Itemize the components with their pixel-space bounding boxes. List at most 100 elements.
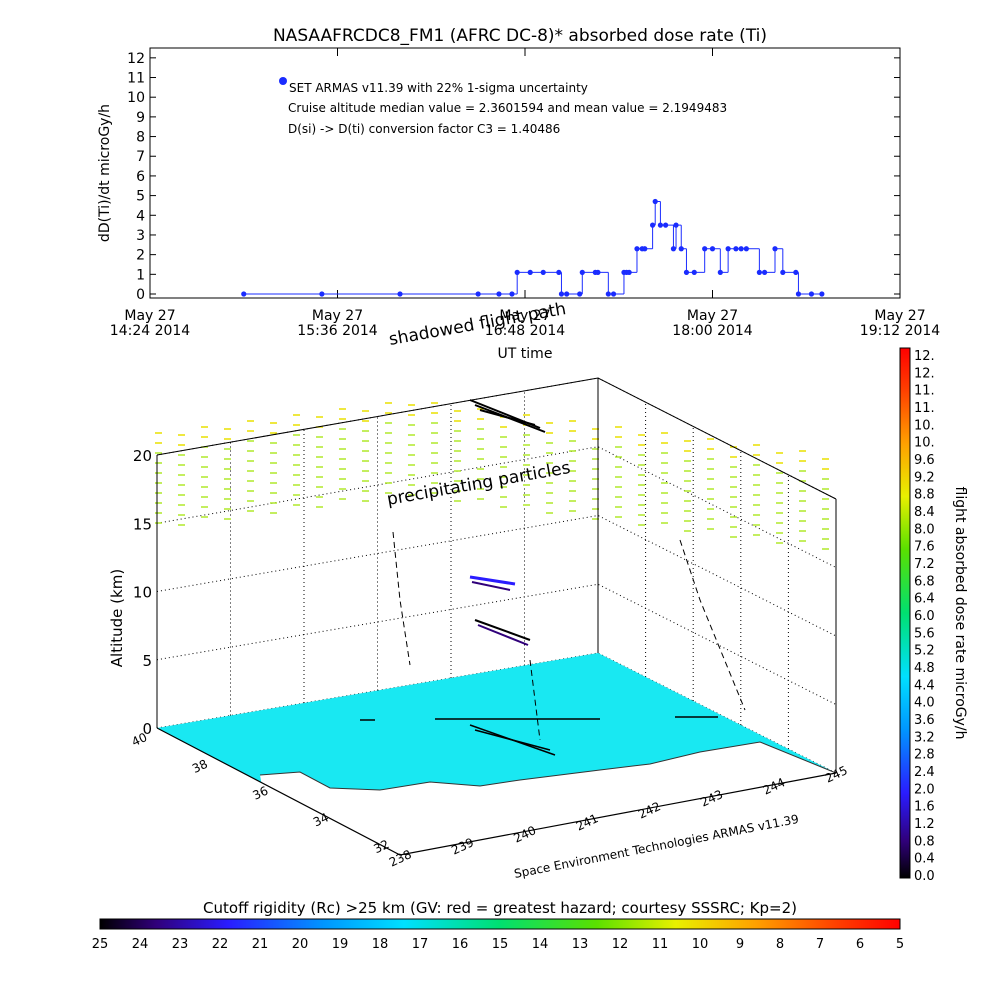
dose-rate-tick-label: 0.8	[914, 834, 935, 849]
y-tick-label: 4	[136, 208, 145, 224]
legend-marker	[279, 77, 287, 85]
x-tick-label-date: May 27	[687, 308, 738, 324]
y-tick-label: 8	[136, 130, 145, 146]
x-tick-label-time: 16:48 2014	[485, 323, 566, 339]
y-tick-label: 5	[136, 189, 145, 205]
dose-rate-colorbar-ticks: 12. 12. 11. 11. 10. 10. 9.6 9.2 8.8 8.4 8.0 7.6 7.2 6…	[914, 349, 935, 884]
rigidity-tick-label: 19	[332, 937, 349, 952]
y-tick-label: 12	[127, 51, 145, 67]
dose-rate-colorbar-label: flight absorbed dose rate microGy/h	[952, 487, 968, 740]
dose-rate-tick-label: 8.8	[914, 488, 935, 503]
dose-rate-tick-label: 1.6	[914, 800, 935, 815]
rigidity-tick-label: 23	[172, 937, 189, 952]
dose-rate-tick-label: 4.0	[914, 696, 935, 711]
dose-rate-tick-label: 7.2	[914, 557, 935, 572]
flight-path-upper	[469, 399, 546, 433]
y-tick-label: 3	[136, 228, 145, 244]
dose-rate-tick-label: 2.4	[914, 765, 935, 780]
rigidity-tick-label: 22	[212, 937, 229, 952]
latitude-tick-label: 38	[190, 757, 210, 776]
x-tick-label-date: May 27	[499, 308, 550, 324]
dose-rate-tick-label: 6.0	[914, 609, 935, 624]
x-tick-label-date: May 27	[312, 308, 363, 324]
dose-rate-tick-label: 12.	[914, 366, 935, 381]
dose-rate-tick-label: 0.0	[914, 869, 935, 884]
rigidity-colorbar: Cutoff rigidity (Rc) >25 km (GV: red = g…	[92, 899, 904, 952]
dose-rate-tick-label: 2.8	[914, 748, 935, 763]
top-y-axis-label: dD(Ti)/dt microGy/h	[97, 104, 113, 242]
dose-rate-tick-label: 8.4	[914, 505, 935, 520]
y-tick-label: 2	[136, 248, 145, 264]
dose-rate-tick-label: 10.	[914, 418, 935, 433]
rigidity-tick-label: 17	[412, 937, 429, 952]
dose-rate-tick-label: 9.6	[914, 453, 935, 468]
rigidity-tick-label: 20	[292, 937, 309, 952]
rigidity-tick-label: 24	[132, 937, 149, 952]
x-tick-label-date: May 27	[124, 308, 175, 324]
y-tick-label: 0	[136, 287, 145, 303]
rigidity-colorbar-fill	[99, 918, 901, 930]
latitude-tick-label: 34	[311, 810, 331, 829]
altitude-tick-label: 20	[133, 447, 152, 465]
dose-rate-tick-label: 9.2	[914, 470, 935, 485]
dose-rate-colorbar: 12. 12. 11. 11. 10. 10. 9.6 9.2 8.8 8.4 8.0 7.6 7.2 6…	[899, 347, 968, 884]
rigidity-tick-label: 10	[692, 937, 709, 952]
flight-path-dashes	[392, 531, 746, 741]
x-tick-label-time: 18:00 2014	[672, 323, 753, 339]
dose-rate-tick-label: 7.6	[914, 540, 935, 555]
rigidity-colorbar-ticks: 25 24 23 22 21 20 19 18 17 16 15 14 13 12 11 10 9 8 7 6 5	[92, 937, 904, 952]
dose-rate-colorbar-fill	[899, 347, 911, 879]
dose-rate-tick-label: 10.	[914, 436, 935, 451]
dose-rate-tick-label: 4.4	[914, 678, 935, 693]
dose-rate-tick-label: 2.0	[914, 782, 935, 797]
latitude-tick-label: 32	[372, 837, 392, 856]
annotation-version: SET ARMAS v11.39 with 22% 1-sigma uncert…	[289, 81, 588, 95]
latitude-ticks: 40 38 36 34 32	[130, 730, 392, 856]
dose-rate-tick-label: 1.2	[914, 817, 935, 832]
rigidity-tick-label: 21	[252, 937, 269, 952]
dose-rate-tick-label: 6.4	[914, 592, 935, 607]
dose-rate-series	[241, 198, 825, 297]
dose-rate-tick-label: 11.	[914, 384, 935, 399]
map-chart: shadowed flight path precipitating parti…	[108, 299, 850, 881]
dose-rate-tick-label: 11.	[914, 401, 935, 416]
y-tick-label: 6	[136, 169, 145, 185]
dose-rate-tick-label: 12.	[914, 349, 935, 364]
rigidity-tick-label: 13	[572, 937, 589, 952]
rigidity-tick-label: 12	[612, 937, 629, 952]
rigidity-tick-label: 11	[652, 937, 669, 952]
rigidity-tick-label: 18	[372, 937, 389, 952]
top-frame	[156, 377, 837, 500]
altitude-axis-label: Altitude (km)	[108, 569, 126, 667]
precipitating-particle-dashes	[155, 402, 829, 550]
land-surface	[260, 742, 836, 855]
annotation-conversion-factor: D(si) -> D(ti) conversion factor C3 = 1.…	[288, 122, 560, 136]
y-tick-label: 1	[136, 267, 145, 283]
rigidity-tick-label: 6	[856, 937, 864, 952]
dose-rate-tick-label: 3.6	[914, 713, 935, 728]
annotation-cruise-altitude: Cruise altitude median value = 2.3601594…	[288, 101, 727, 115]
latitude-tick-label: 36	[251, 784, 271, 803]
y-tick-label: 11	[127, 71, 145, 87]
longitude-tick-label: 245	[823, 763, 850, 785]
map-floor-frame	[156, 727, 837, 856]
altitude-tick-label: 5	[142, 652, 152, 670]
rigidity-tick-label: 25	[92, 937, 109, 952]
x-tick-label-time: 15:36 2014	[297, 323, 378, 339]
flight-path-middle	[469, 575, 531, 646]
altitude-tick-label: 0	[142, 720, 152, 738]
rigidity-tick-label: 16	[452, 937, 469, 952]
top-x-axis-label: UT time	[498, 346, 553, 362]
dose-rate-tick-label: 8.0	[914, 522, 935, 537]
altitude-ticks: 0 5 10 15 20	[133, 447, 152, 738]
dose-rate-tick-label: 4.8	[914, 661, 935, 676]
rigidity-tick-label: 5	[896, 937, 904, 952]
dose-rate-tick-label: 0.4	[914, 852, 935, 867]
dose-rate-tick-label: 5.6	[914, 626, 935, 641]
altitude-tick-label: 10	[133, 584, 152, 602]
rigidity-tick-label: 7	[816, 937, 824, 952]
